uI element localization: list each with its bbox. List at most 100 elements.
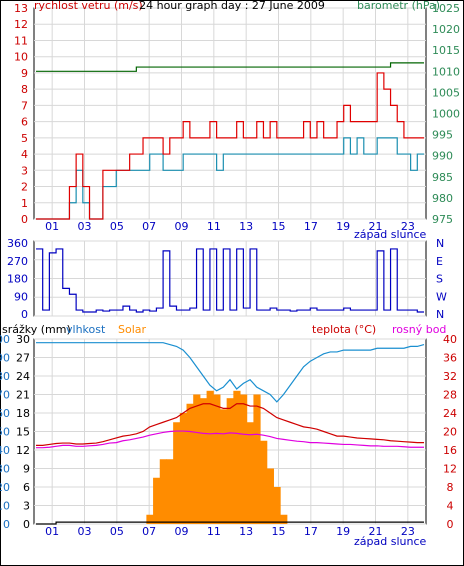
rain-tick-21: 21 <box>16 389 30 402</box>
humidity-tick-100: 100 <box>0 333 10 346</box>
solar-bar <box>159 459 167 524</box>
temp-tick-0: 0 <box>447 518 454 531</box>
solar-bar <box>173 422 181 524</box>
temp-tick-16: 16 <box>443 444 457 457</box>
solar-bar <box>199 398 208 524</box>
pressure-tick-1000: 1000 <box>432 108 460 121</box>
p3-hour-label-19: 19 <box>336 525 350 538</box>
sunset-label-bottom: západ slunce <box>354 535 426 548</box>
solar-bar <box>240 394 248 524</box>
chart-title: 24 hour graph day : 27 June 2009 <box>139 0 325 12</box>
p3-hour-label-05: 05 <box>110 525 124 538</box>
rain-tick-12: 12 <box>16 444 30 457</box>
wind-max-line <box>36 72 424 220</box>
rain-tick-24: 24 <box>16 370 30 383</box>
p1-hour-label-01: 01 <box>45 220 59 233</box>
compass-tick-1: W <box>436 290 447 303</box>
p1-hour-label-11: 11 <box>207 220 221 233</box>
direction-tick-0: 0 <box>21 308 28 321</box>
wind-speed-axis-label: rychlost vetru (m/s) <box>34 0 143 12</box>
legend-solar: Solar <box>118 323 147 336</box>
compass-tick-4: N <box>436 237 444 250</box>
solar-bar <box>219 409 228 524</box>
compass-tick-0: N <box>436 308 444 321</box>
solar-bar <box>226 398 234 524</box>
compass-tick-3: E <box>436 255 443 268</box>
wind-tick-3: 3 <box>21 164 28 177</box>
temp-tick-20: 20 <box>443 426 457 439</box>
pressure-tick-975: 975 <box>432 213 453 226</box>
solar-bar <box>213 394 221 524</box>
legend-rain: srážky (mm) <box>2 323 71 336</box>
wind-tick-0: 0 <box>21 213 28 226</box>
pressure-tick-980: 980 <box>432 192 453 205</box>
wind-tick-8: 8 <box>21 83 28 96</box>
pressure-tick-985: 985 <box>432 171 453 184</box>
p3-hour-label-07: 07 <box>142 525 156 538</box>
pressure-tick-1015: 1015 <box>432 44 460 57</box>
p3-hour-label-23: 23 <box>401 525 415 538</box>
wind-tick-7: 7 <box>21 99 28 112</box>
humidity-tick-80: 80 <box>0 370 10 383</box>
rain-tick-3: 3 <box>23 500 30 513</box>
humidity-tick-50: 50 <box>0 426 10 439</box>
solar-bar <box>266 468 274 524</box>
wind-tick-4: 4 <box>21 148 28 161</box>
humidity-tick-70: 70 <box>0 389 10 402</box>
wind-tick-9: 9 <box>21 67 28 80</box>
p1-hour-label-21: 21 <box>369 220 383 233</box>
p1-hour-label-07: 07 <box>142 220 156 233</box>
p1-hour-label-17: 17 <box>304 220 318 233</box>
direction-tick-180: 180 <box>7 273 28 286</box>
temp-tick-4: 4 <box>447 500 454 513</box>
legend-temperature: teplota (°C) <box>312 323 376 336</box>
p1-hour-label-13: 13 <box>239 220 253 233</box>
wind-tick-5: 5 <box>21 132 28 145</box>
p3-hour-label-13: 13 <box>239 525 253 538</box>
humidity-tick-20: 20 <box>0 481 10 494</box>
rain-tick-15: 15 <box>16 426 30 439</box>
p3-hour-label-17: 17 <box>304 525 318 538</box>
p3-hour-label-21: 21 <box>369 525 383 538</box>
temp-tick-28: 28 <box>443 389 457 402</box>
solar-bar <box>246 422 254 524</box>
wind-tick-2: 2 <box>21 181 28 194</box>
humidity-tick-40: 40 <box>0 444 10 457</box>
solar-bar <box>206 390 214 524</box>
pressure-tick-990: 990 <box>432 150 453 163</box>
temp-tick-12: 12 <box>443 463 457 476</box>
p3-hour-label-11: 11 <box>207 525 221 538</box>
wind-tick-11: 11 <box>14 34 28 47</box>
temp-tick-24: 24 <box>443 407 457 420</box>
p1-hour-label-15: 15 <box>272 220 286 233</box>
pressure-tick-1005: 1005 <box>432 86 460 99</box>
dewpoint-line <box>36 430 424 449</box>
rain-tick-0: 0 <box>23 518 30 531</box>
direction-tick-360: 360 <box>7 237 28 250</box>
rain-tick-6: 6 <box>23 481 30 494</box>
rain-tick-18: 18 <box>16 407 30 420</box>
humidity-tick-90: 90 <box>0 352 10 365</box>
wind-pressure-panel: 01 03 05 07 09 11 13 15 17 19 21 23 012345678910111… <box>14 0 460 241</box>
p3-hour-label-01: 01 <box>45 525 59 538</box>
rain-tick-27: 27 <box>16 352 30 365</box>
direction-tick-90: 90 <box>14 290 28 303</box>
solar-bar <box>273 487 281 524</box>
legend-dewpoint: rosný bod <box>392 323 446 336</box>
solar-bar <box>233 390 241 524</box>
p1-hour-label-09: 09 <box>175 220 189 233</box>
humidity-line <box>36 342 425 403</box>
wind-tick-6: 6 <box>21 116 28 129</box>
p1-hour-label-03: 03 <box>78 220 92 233</box>
solar-bar <box>166 459 174 524</box>
solar-bar <box>186 403 194 524</box>
rain-line <box>36 521 424 525</box>
wind-tick-10: 10 <box>14 51 28 64</box>
legend-humidity: vlhkost <box>66 323 106 336</box>
temp-tick-8: 8 <box>447 481 454 494</box>
p3-hour-label-09: 09 <box>175 525 189 538</box>
pressure-tick-1025: 1025 <box>432 2 460 15</box>
